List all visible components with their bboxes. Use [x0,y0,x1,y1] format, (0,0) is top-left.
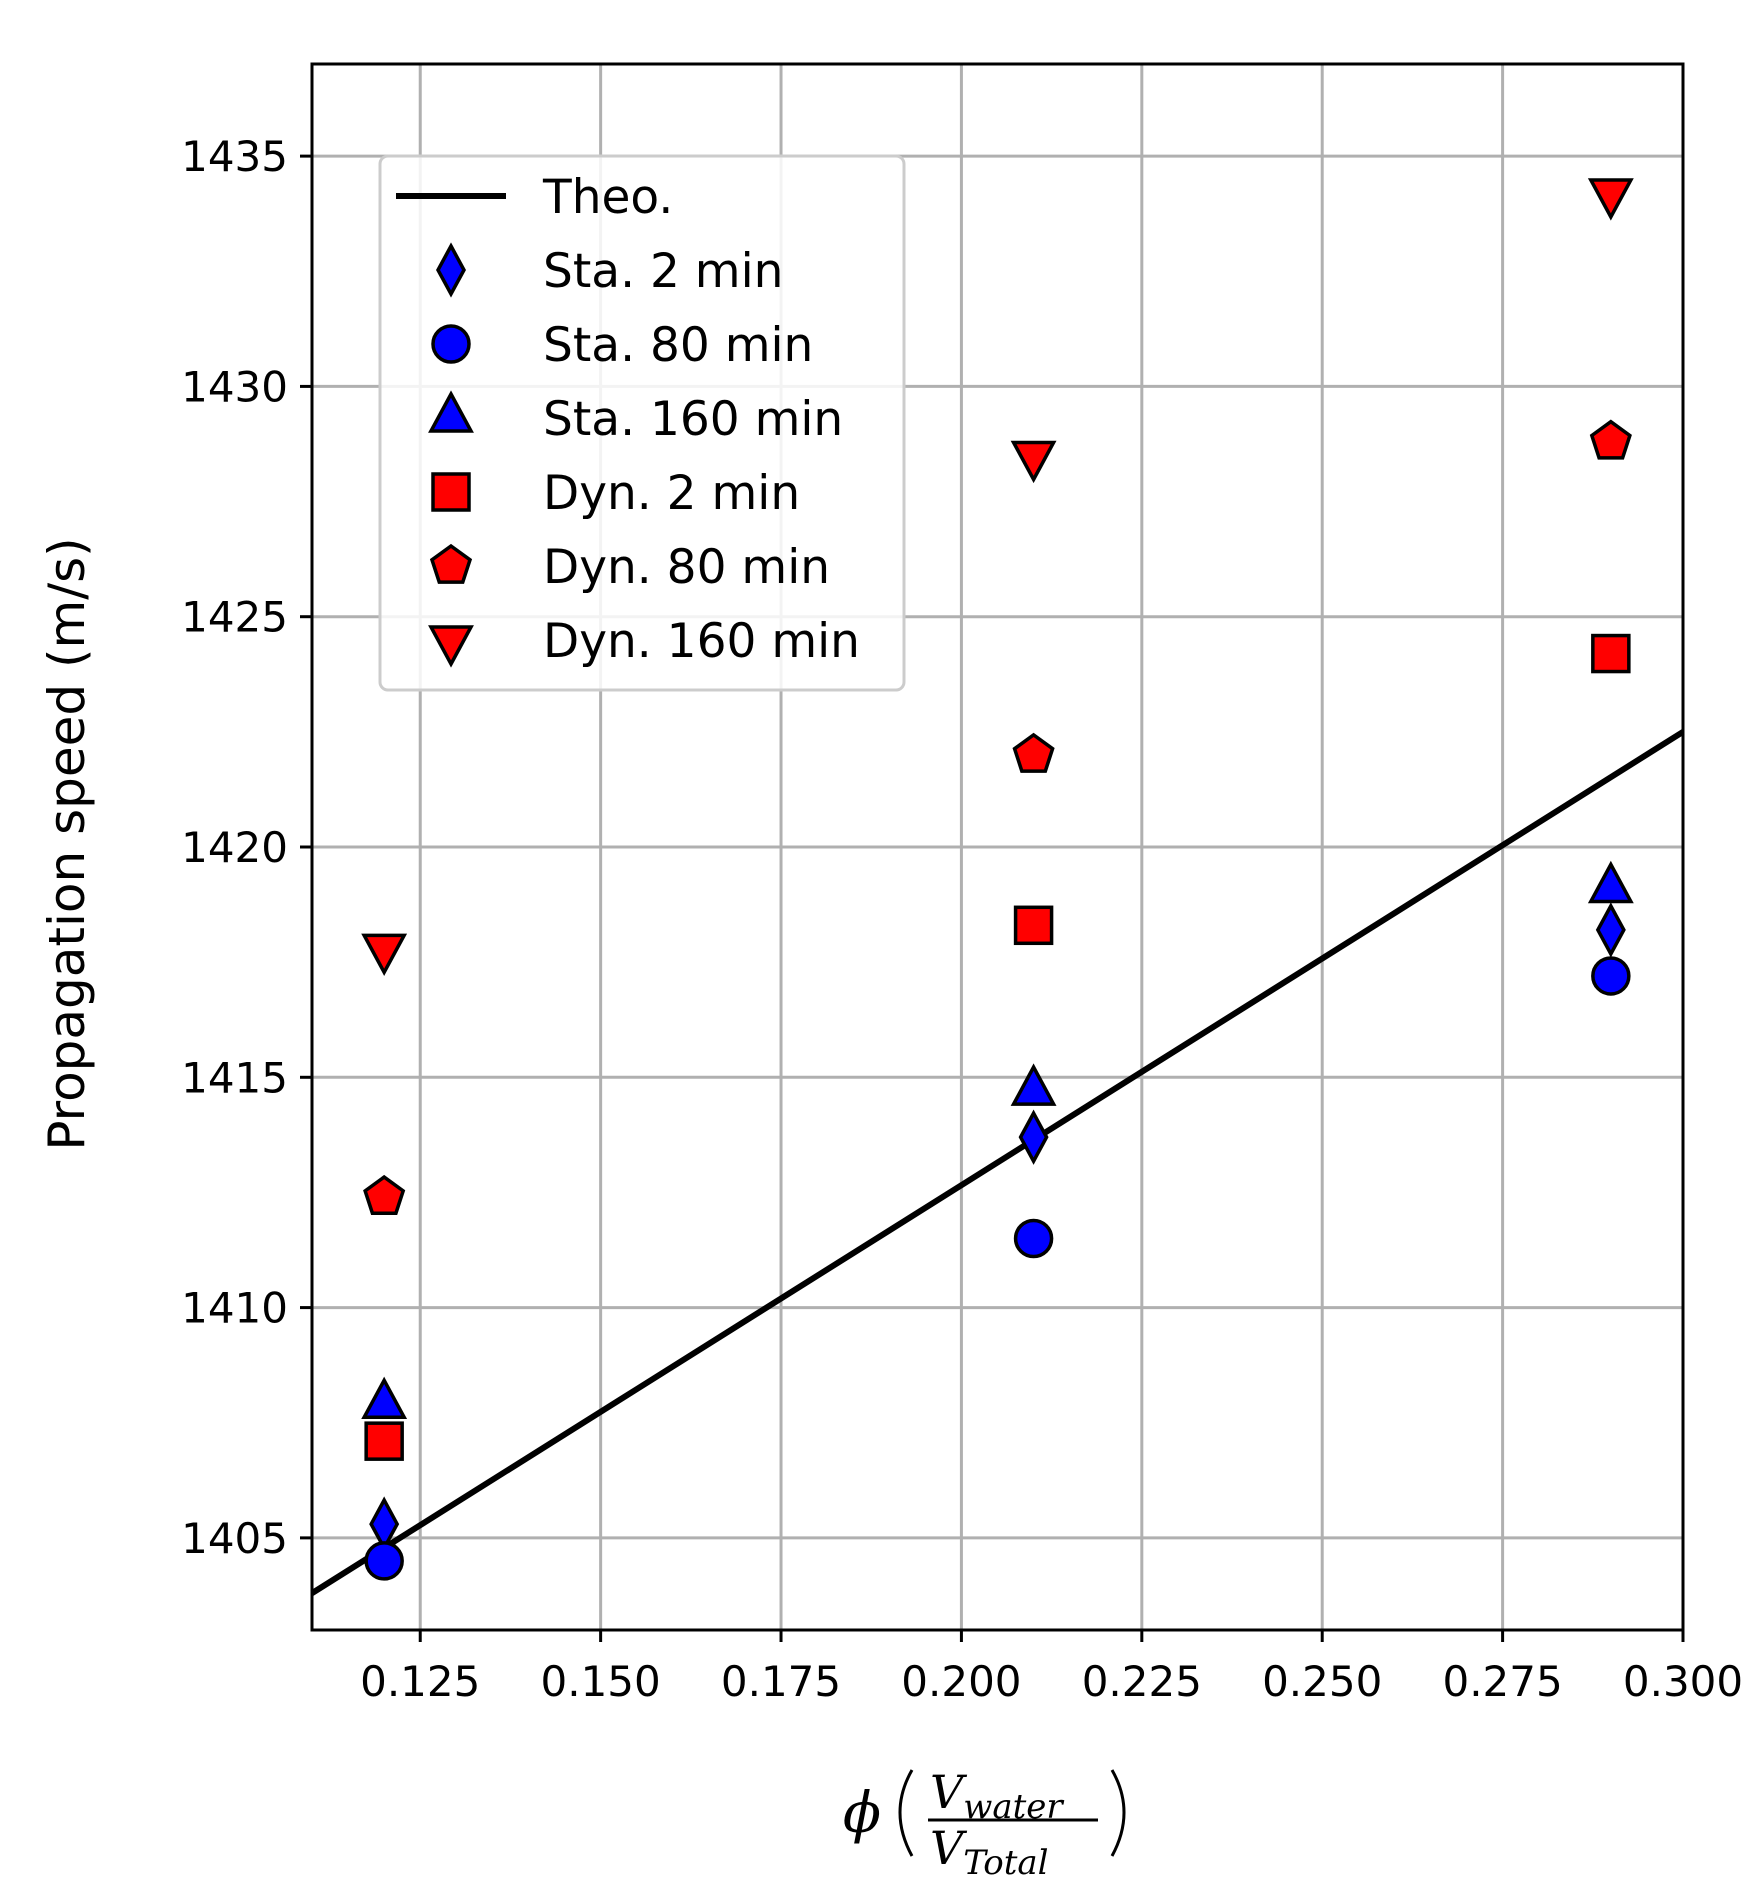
theory-line [310,729,1685,1596]
point-dyn-2-min [364,1421,404,1461]
legend-label: Sta. 80 min [543,318,813,373]
x-tick-label: 0.175 [721,1657,841,1706]
point-sta-160-min [361,1376,408,1420]
legend-marker [428,625,474,668]
point-dyn-160-min [1010,440,1057,484]
x-tick-label: 0.200 [901,1657,1021,1706]
y-tick-label: 1425 [181,593,288,642]
point-sta-80-min [1591,956,1631,996]
x-tick-label: 0.150 [541,1657,661,1706]
legend: Theo. Sta. 2 min Sta. 80 min Sta. 160 min Dy… [378,154,906,692]
point-dyn-2-min [1013,905,1054,946]
legend-label: Dyn. 160 min [543,614,860,669]
point-dyn-2-min [1591,633,1631,674]
y-axis-label: Propagation speed (m/s) [38,537,96,1150]
point-dyn-160-min [1587,178,1634,221]
x-tick-label: 0.225 [1082,1657,1202,1706]
legend-label: Dyn. 80 min [543,540,830,595]
legend-label: Sta. 2 min [543,244,783,299]
x-axis-denominator: VTotal [930,1821,1049,1883]
axis-ticks: 0.125 0.150 0.175 0.200 0.225 0.250 0.275 0.300… [181,132,1743,1706]
legend-label: Theo. [542,170,673,225]
x-tick-label: 0.275 [1442,1657,1562,1706]
legend-box [378,154,906,692]
y-tick-label: 1430 [181,362,288,411]
y-tick-label: 1405 [181,1514,288,1563]
x-axis-left-paren [898,1769,914,1857]
x-axis-phi-symbol: ϕ [843,1781,881,1846]
y-tick-label: 1410 [181,1284,288,1333]
point-sta-160-min [1587,860,1634,904]
theory-line-layer [310,729,1685,1596]
x-tick-label: 0.250 [1262,1657,1382,1706]
point-dyn-80-min [363,1174,406,1215]
legend-label: Sta. 160 min [543,392,843,447]
legend-marker [431,324,471,364]
data-markers [361,178,1634,1581]
point-sta-2-min [1595,902,1626,958]
point-sta-160-min [1010,1063,1057,1106]
point-sta-80-min [1013,1218,1054,1259]
point-dyn-160-min [361,933,408,977]
y-tick-label: 1420 [181,823,288,872]
y-tick-label: 1415 [181,1053,288,1102]
point-dyn-80-min [1012,732,1055,773]
x-axis-right-paren [1110,1769,1126,1857]
y-tick-label: 1435 [181,132,288,181]
point-sta-2-min [1018,1109,1049,1165]
legend-marker [429,543,473,584]
legend-marker [431,472,471,512]
legend-label: Dyn. 2 min [543,466,800,521]
x-tick-label: 0.125 [360,1657,480,1706]
point-dyn-80-min [1589,419,1632,460]
x-axis-label: ϕ Vwater VTotal [843,1765,1126,1883]
legend-marker [436,242,466,298]
legend-marker [428,390,474,433]
point-sta-80-min [364,1541,404,1581]
x-tick-label: 0.300 [1623,1657,1743,1706]
